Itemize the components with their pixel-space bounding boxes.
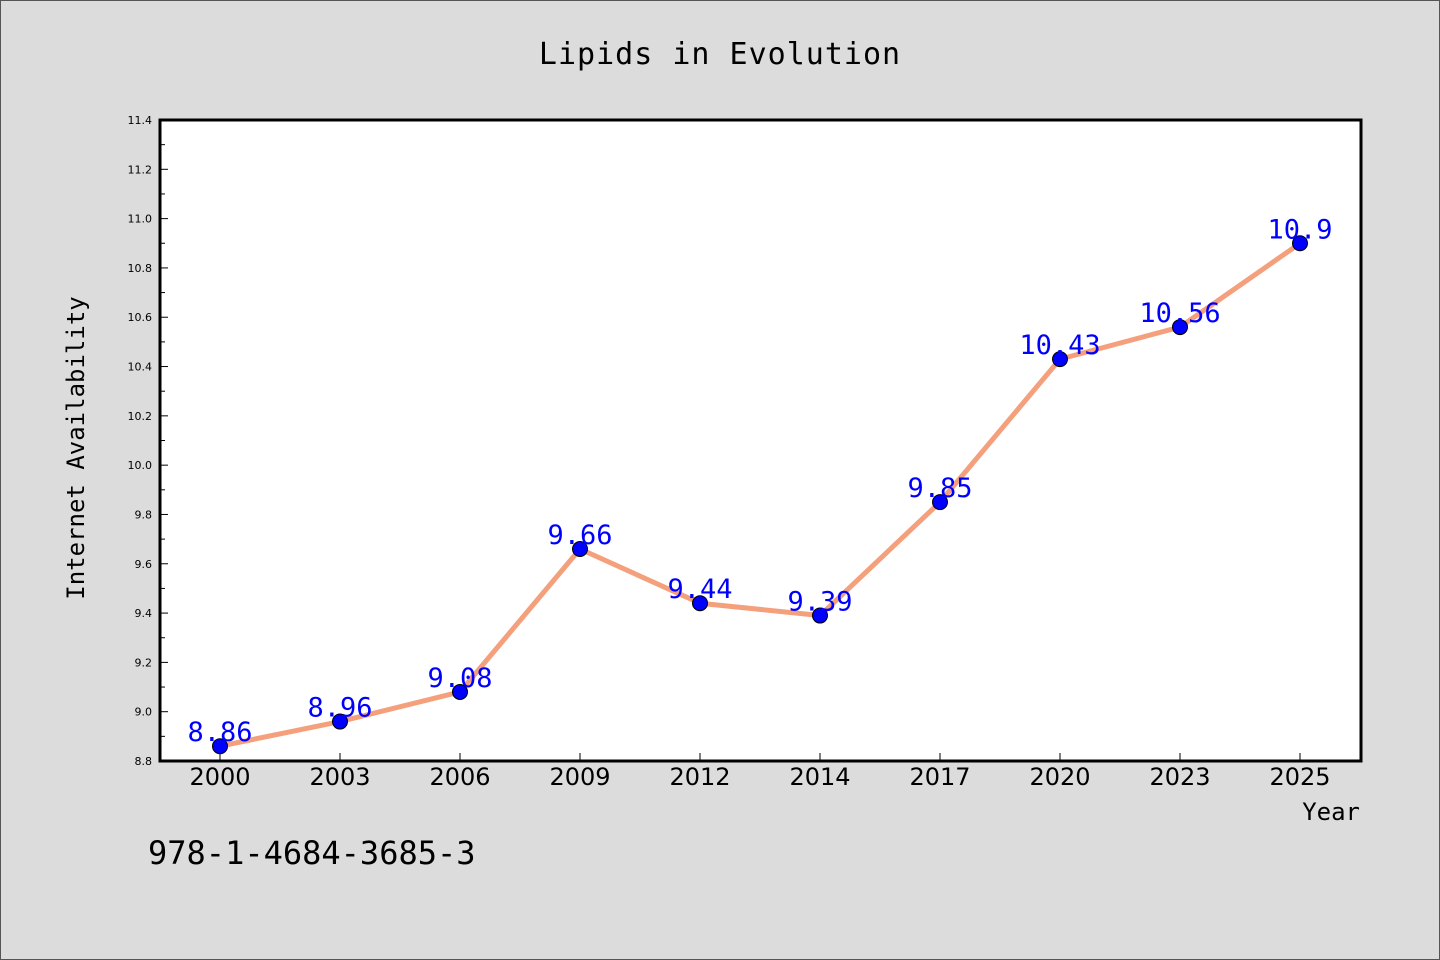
y-tick-label: 10.0 <box>128 459 153 472</box>
data-point <box>1172 319 1188 336</box>
y-tick-label: 11.4 <box>128 114 153 127</box>
data-point <box>692 595 708 612</box>
y-tick-label: 9.4 <box>135 607 153 620</box>
y-tick-label: 11.2 <box>128 163 153 176</box>
data-point <box>1292 235 1308 252</box>
x-tick-label: 2009 <box>549 763 610 791</box>
data-label: 10.9 <box>1267 214 1332 245</box>
data-label: 10.56 <box>1139 298 1220 329</box>
data-label: 9.85 <box>907 473 972 504</box>
data-label: 8.96 <box>307 693 372 724</box>
y-tick-label: 8.8 <box>135 755 153 768</box>
data-point <box>1052 351 1068 368</box>
x-tick-label: 2023 <box>1149 763 1210 791</box>
x-tick-label: 2014 <box>789 763 850 791</box>
series-line <box>217 240 1303 749</box>
x-tick-label: 2017 <box>909 763 970 791</box>
y-tick-label: 10.2 <box>128 410 153 423</box>
x-tick-label: 2000 <box>189 763 250 791</box>
data-point <box>572 540 588 557</box>
y-tick-label: 9.6 <box>135 558 153 571</box>
y-tick-label: 9.8 <box>135 508 153 521</box>
isbn-text: 978-1-4684-3685-3 <box>148 834 476 872</box>
x-tick-label: 2003 <box>309 763 370 791</box>
data-label: 9.66 <box>547 520 612 551</box>
plot-area <box>158 118 1363 763</box>
y-axis: 8.8 9.0 9.2 9.4 9.6 9.8 10.0 10.2 10.4 10.6 10.8 11… <box>128 114 168 768</box>
data-label: 8.86 <box>187 717 252 748</box>
y-tick-label: 10.4 <box>128 361 153 374</box>
y-tick-label: 10.6 <box>128 311 153 324</box>
data-label: 9.08 <box>427 663 492 694</box>
y-tick-label: 9.0 <box>135 706 153 719</box>
x-tick-label: 2025 <box>1269 763 1330 791</box>
x-tick-label: 2020 <box>1029 763 1090 791</box>
x-tick-label: 2012 <box>669 763 730 791</box>
data-point <box>932 494 948 511</box>
data-series <box>212 235 1308 755</box>
data-label: 9.39 <box>787 587 852 618</box>
data-label: 10.43 <box>1019 330 1100 361</box>
data-label: 9.44 <box>667 574 732 605</box>
data-point <box>212 738 228 755</box>
x-axis: 2000 2003 2006 2009 2012 2014 2017 2020 2023 2025 <box>189 753 1331 791</box>
chart-title: Lipids in Evolution <box>539 37 901 72</box>
y-tick-label: 10.8 <box>128 262 153 275</box>
data-point <box>332 713 348 730</box>
y-tick-label: 9.2 <box>135 656 153 669</box>
data-point <box>812 607 828 624</box>
x-axis-label: Year <box>1302 798 1360 826</box>
data-labels: 8.86 8.96 9.08 9.66 9.44 9.39 9.85 10.43 10.56 10… <box>187 214 1332 748</box>
x-tick-label: 2006 <box>429 763 490 791</box>
data-point <box>452 683 468 700</box>
y-axis-label: Internet Availability <box>62 296 90 599</box>
y-tick-label: 11.0 <box>128 213 153 226</box>
